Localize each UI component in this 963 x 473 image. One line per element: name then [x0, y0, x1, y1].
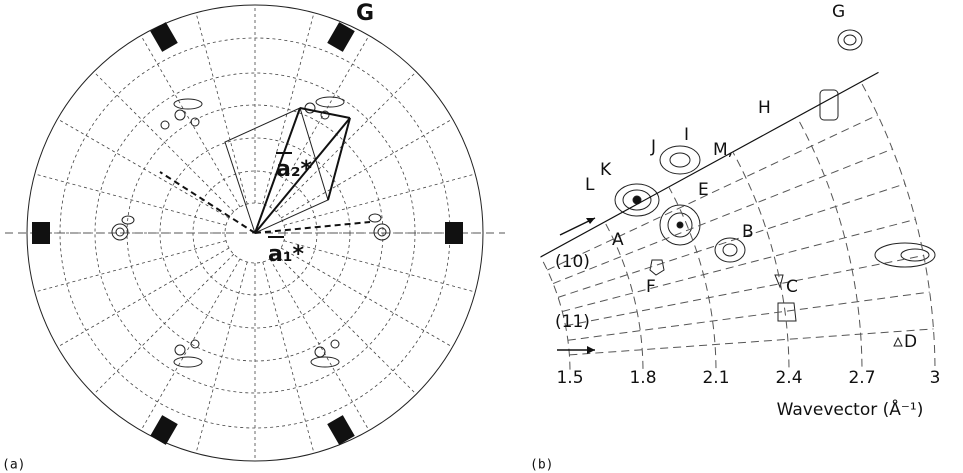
peak-label: A [612, 230, 624, 250]
arc [861, 82, 935, 366]
arc [733, 152, 789, 367]
diffraction-pattern [5, 5, 505, 461]
peak-label: B [742, 222, 754, 242]
peak-label: J [650, 137, 656, 157]
guide-line [566, 256, 924, 326]
peak-label: C [786, 277, 798, 297]
peak-label: H [758, 98, 771, 118]
direction-label: (10) [555, 252, 590, 272]
vector-label: a₂* [276, 157, 312, 182]
direction-label: (11) [555, 312, 590, 332]
tick-label: 2.7 [848, 368, 875, 388]
figure: G a₂* a₁* (a) L K J I M, H G E A B F C D… [0, 0, 963, 473]
guide-line [276, 254, 416, 394]
guide-line [94, 72, 234, 212]
guide-line [94, 254, 234, 394]
point-label: G [356, 1, 374, 26]
peak-label: L [585, 175, 595, 195]
peak-label: K [600, 160, 612, 180]
guide-line [276, 72, 416, 212]
peak-label: D [904, 332, 917, 352]
arc [605, 222, 643, 369]
tick-label: 2.4 [775, 368, 802, 388]
peak-label: F [646, 277, 656, 297]
peak-label: M, [713, 140, 733, 160]
tick-label: 1.5 [556, 368, 583, 388]
tick-label: 1.8 [629, 368, 656, 388]
peak-label: G [832, 2, 845, 22]
vector-label: a₁* [268, 242, 304, 267]
contour-map [541, 30, 935, 370]
panel-label: (b) [530, 458, 553, 473]
tick-label: 2.1 [702, 368, 729, 388]
sector-edge [541, 72, 879, 257]
peak-label: E [698, 180, 709, 200]
panel-label: (a) [2, 458, 25, 473]
peak-label: I [684, 125, 689, 145]
tick-label: 3 [930, 368, 941, 388]
axis-title: Wavevector (Å⁻¹) [777, 398, 924, 420]
